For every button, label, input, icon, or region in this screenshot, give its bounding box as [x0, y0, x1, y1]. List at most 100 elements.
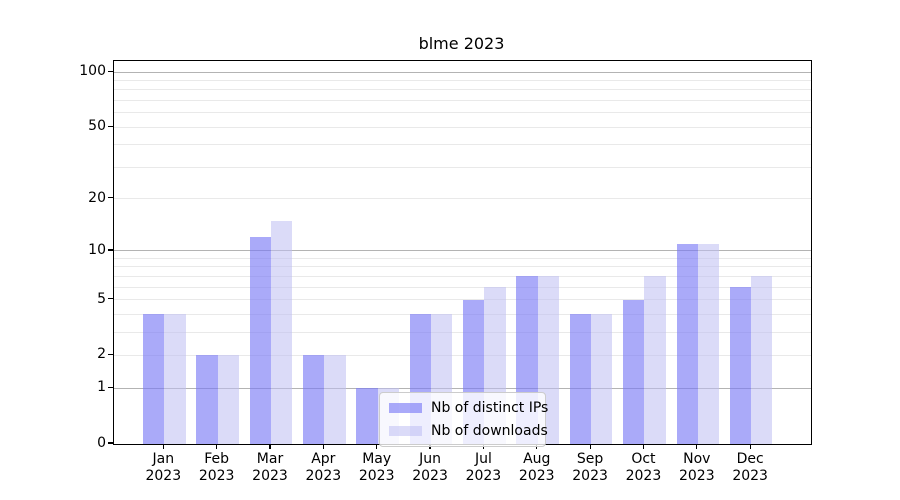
x-tick-year: 2023 — [198, 468, 235, 484]
y-tick-label-100: 100 — [79, 63, 106, 80]
y-tick-mark — [108, 249, 113, 251]
x-tick-month: Dec — [736, 451, 764, 467]
plot-area: Nb of distinct IPs Nb of downloads — [113, 60, 812, 447]
legend: Nb of distinct IPs Nb of downloads — [379, 392, 548, 447]
legend-item-downloads: Nb of downloads — [389, 423, 548, 439]
x-tick-label-jun: Jun 2023 — [398, 451, 462, 485]
gridline-minor — [114, 275, 811, 277]
x-tick-year: 2023 — [412, 468, 448, 484]
gridline-minor — [114, 266, 811, 268]
gridline-minor — [114, 331, 811, 333]
x-tick-label-sep: Sep 2023 — [558, 451, 622, 485]
legend-swatch-downloads-icon — [389, 426, 422, 436]
x-tick-label-mar: Mar 2023 — [238, 451, 302, 485]
bar-distinct-ips-jan — [143, 314, 165, 444]
y-tick-label-50: 50 — [88, 118, 106, 135]
x-tick-month: Jul — [474, 451, 492, 467]
gridline-minor — [114, 144, 811, 146]
bar-downloads-apr — [324, 355, 346, 444]
bar-downloads-oct — [644, 276, 666, 444]
gridline-minor — [114, 126, 811, 128]
bar-distinct-ips-may — [356, 388, 378, 444]
x-tick-mark — [269, 444, 271, 449]
x-tick-month: Feb — [204, 451, 230, 467]
gridline-minor — [114, 100, 811, 102]
x-tick-label-apr: Apr 2023 — [291, 451, 355, 485]
bar-distinct-ips-sep — [569, 314, 592, 444]
x-tick-year: 2023 — [518, 468, 555, 484]
x-tick-label-feb: Feb 2023 — [185, 451, 249, 485]
x-tick-month: Sep — [576, 451, 604, 467]
x-tick-month: Jan — [152, 451, 175, 467]
y-tick-mark — [108, 298, 113, 300]
x-tick-mark — [696, 444, 698, 449]
x-tick-label-jul: Jul 2023 — [451, 451, 515, 485]
x-tick-year: 2023 — [305, 468, 342, 484]
x-tick-label-dec: Dec 2023 — [718, 451, 782, 485]
gridline-minor — [114, 258, 811, 259]
x-tick-year: 2023 — [625, 468, 662, 484]
bar-distinct-ips-mar — [249, 237, 271, 444]
bar-downloads-nov — [697, 243, 720, 444]
y-tick-mark — [108, 353, 113, 356]
x-tick-month: Jun — [419, 451, 441, 467]
gridline-minor — [114, 354, 811, 356]
x-tick-month: May — [362, 451, 392, 467]
x-tick-mark — [216, 444, 218, 449]
y-tick-mark — [108, 442, 113, 444]
bar-distinct-ips-oct — [623, 299, 645, 444]
gridline-minor — [114, 112, 811, 114]
y-tick-label-2: 2 — [97, 346, 106, 363]
y-tick-label-5: 5 — [97, 290, 106, 307]
gridline-minor — [114, 80, 811, 82]
legend-label-downloads: Nb of downloads — [431, 423, 548, 439]
chart-title: blme 2023 — [418, 34, 505, 53]
x-tick-year: 2023 — [252, 468, 288, 484]
x-tick-year: 2023 — [145, 468, 182, 484]
x-tick-label-aug: Aug 2023 — [505, 451, 569, 485]
x-tick-year: 2023 — [732, 468, 768, 484]
y-tick-mark — [108, 125, 113, 127]
bar-distinct-ips-nov — [676, 243, 698, 444]
legend-item-distinct-ips: Nb of distinct IPs — [389, 400, 548, 416]
x-tick-month: Oct — [631, 451, 656, 467]
gridline-minor — [114, 89, 811, 91]
gridline-minor — [114, 198, 811, 200]
gridline-major — [114, 250, 811, 252]
bar-downloads-feb — [217, 355, 239, 444]
gridline-major — [114, 387, 811, 389]
x-tick-label-nov: Nov 2023 — [665, 451, 729, 485]
bar-downloads-jan — [164, 314, 186, 444]
gridline-major — [114, 71, 811, 73]
x-tick-mark — [589, 444, 591, 449]
x-tick-label-may: May 2023 — [345, 451, 409, 485]
y-tick-mark — [108, 386, 113, 388]
y-tick-label-1: 1 — [97, 379, 106, 396]
bar-downloads-dec — [751, 276, 773, 444]
gridline-minor — [114, 313, 811, 315]
x-tick-month: Nov — [683, 451, 711, 467]
legend-swatch-distinct-ips-icon — [389, 403, 422, 413]
gridline-minor — [114, 166, 811, 168]
x-tick-year: 2023 — [572, 468, 608, 484]
x-tick-label-jan: Jan 2023 — [131, 451, 195, 485]
bar-distinct-ips-dec — [729, 287, 752, 444]
legend-label-distinct-ips: Nb of distinct IPs — [431, 400, 549, 416]
x-tick-label-oct: Oct 2023 — [611, 451, 675, 485]
y-tick-label-10: 10 — [88, 241, 106, 258]
x-tick-month: Aug — [523, 451, 551, 467]
bar-downloads-sep — [591, 314, 613, 444]
x-tick-year: 2023 — [465, 468, 502, 484]
x-tick-mark — [642, 444, 645, 449]
bar-downloads-mar — [271, 220, 293, 444]
x-tick-month: Apr — [311, 451, 336, 467]
y-tick-label-20: 20 — [88, 189, 106, 206]
x-tick-year: 2023 — [678, 468, 715, 484]
x-tick-mark — [749, 444, 751, 449]
x-tick-mark — [162, 444, 164, 449]
y-tick-mark — [108, 70, 113, 72]
x-tick-mark — [322, 444, 325, 449]
y-tick-mark — [108, 197, 113, 199]
x-tick-month: Mar — [256, 451, 284, 467]
